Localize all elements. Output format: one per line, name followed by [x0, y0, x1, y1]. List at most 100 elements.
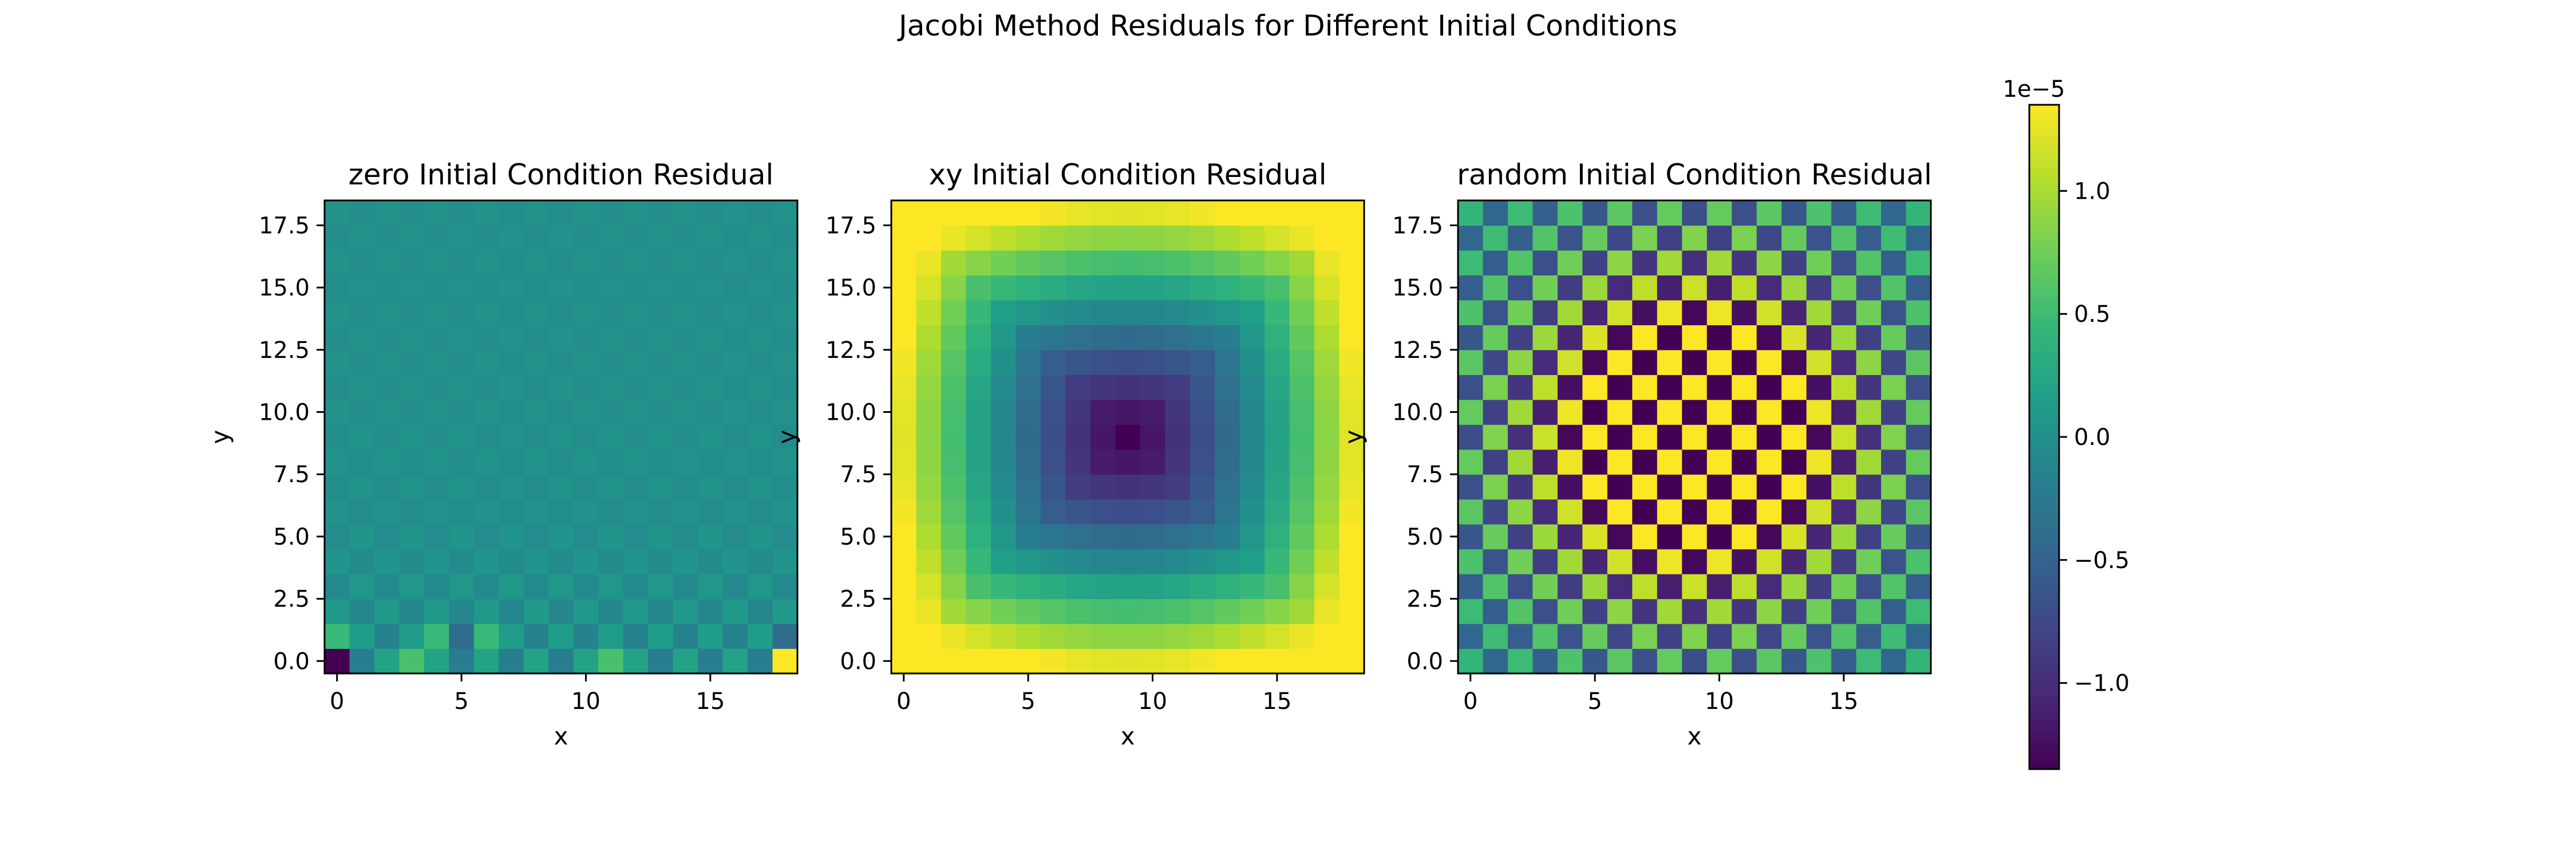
heatmap-cell [449, 200, 475, 226]
heatmap-cell [1040, 250, 1066, 276]
heatmap-cell [1607, 574, 1633, 600]
heatmap-cell [523, 399, 549, 425]
heatmap-cell [1265, 300, 1290, 325]
heatmap-cell [1140, 325, 1165, 350]
heatmap-cell [722, 549, 748, 574]
heatmap-cell [623, 325, 649, 350]
heatmap-cell [1657, 399, 1682, 425]
heatmap-cell [598, 200, 624, 226]
heatmap-cell [1756, 424, 1782, 450]
heatmap-cell [1831, 624, 1857, 649]
heatmap-cell [1483, 225, 1508, 251]
heatmap-cell [1657, 225, 1682, 251]
y-tick-label: 10.0 [259, 400, 310, 426]
heatmap-cell [1881, 624, 1907, 649]
heatmap-cell [1831, 200, 1857, 226]
heatmap-cell [772, 250, 798, 276]
heatmap-cell [1632, 624, 1658, 649]
heatmap-cell [1190, 300, 1215, 325]
heatmap-cell [1040, 598, 1066, 624]
heatmap-cell [698, 300, 724, 325]
heatmap-cell [523, 200, 549, 226]
heatmap-cell [1507, 499, 1534, 525]
heatmap-cell [499, 524, 524, 550]
heatmap-cell [1881, 225, 1907, 251]
heatmap-cell [1483, 375, 1508, 400]
heatmap-cell [1831, 325, 1857, 350]
heatmap-cell [1607, 524, 1633, 550]
heatmap-cell [748, 375, 773, 400]
heatmap-cell [748, 200, 773, 226]
heatmap-cell [1040, 275, 1066, 301]
heatmap-cell [722, 524, 748, 550]
heatmap-cell [349, 524, 375, 550]
heatmap-cell [1314, 474, 1340, 500]
heatmap-cell [1483, 474, 1508, 500]
heatmap-cell [891, 499, 917, 525]
heatmap-cell [1632, 399, 1658, 425]
axes-frame [1457, 199, 1932, 675]
heatmap-cell [1881, 499, 1907, 525]
heatmap-cell [1856, 524, 1882, 550]
heatmap-cell [1040, 325, 1066, 350]
heatmap-cell [916, 225, 942, 251]
heatmap-cell [548, 549, 574, 574]
heatmap-cell [1215, 598, 1240, 624]
heatmap-cell [1190, 474, 1215, 500]
heatmap-cell [1706, 424, 1732, 450]
heatmap-cell [722, 449, 748, 475]
heatmap-cell [1483, 200, 1508, 226]
heatmap-cell [1239, 349, 1265, 375]
heatmap-cell [1090, 648, 1116, 674]
heatmap-cell [1732, 325, 1757, 350]
heatmap-cell [1781, 598, 1807, 624]
heatmap-cell [990, 250, 1016, 276]
heatmap-cell [1090, 200, 1116, 226]
heatmap-cell [548, 225, 574, 251]
heatmap-cell [1190, 225, 1215, 251]
heatmap-cell [349, 624, 375, 649]
heatmap-cell [598, 474, 624, 500]
heatmap-cell [891, 524, 917, 550]
heatmap-cell [648, 349, 674, 375]
heatmap-cell [1190, 399, 1215, 425]
heatmap-cell [1040, 300, 1066, 325]
heatmap-cell [1682, 524, 1708, 550]
heatmap-cell [748, 325, 773, 350]
heatmap-cell [941, 648, 967, 674]
heatmap-cell [1732, 200, 1757, 226]
heatmap-cell [1140, 275, 1165, 301]
heatmap-cell [1165, 499, 1191, 525]
heatmap-cell [1881, 300, 1907, 325]
heatmap-cell [1483, 598, 1508, 624]
heatmap-cell [424, 225, 449, 251]
heatmap-cell [1532, 349, 1558, 375]
heatmap-cell [473, 300, 499, 325]
heatmap-cell [1657, 200, 1682, 226]
heatmap-cell [966, 474, 991, 500]
heatmap-cell [1190, 648, 1215, 674]
heatmap-cell [990, 349, 1016, 375]
heatmap-cell [1458, 549, 1484, 574]
y-axis-label: y [206, 430, 234, 444]
heatmap-cell [499, 300, 524, 325]
heatmap-cell [399, 574, 425, 600]
heatmap-cell [941, 499, 967, 525]
heatmap-cell [623, 648, 649, 674]
heatmap-cell [1140, 399, 1165, 425]
heatmap-cell [1483, 574, 1508, 600]
heatmap-cell [1458, 349, 1484, 375]
heatmap-cell [891, 474, 917, 500]
heatmap-cell [1265, 325, 1290, 350]
heatmap-cell [1532, 424, 1558, 450]
heatmap-cell [1040, 524, 1066, 550]
heatmap-cell [1906, 200, 1931, 226]
heatmap-cell [1532, 598, 1558, 624]
heatmap-cell [772, 474, 798, 500]
y-tick-label: 2.5 [840, 586, 876, 613]
panel-title: zero Initial Condition Residual [349, 158, 774, 191]
heatmap-cell [523, 524, 549, 550]
heatmap-cell [623, 225, 649, 251]
heatmap-cell [1881, 200, 1907, 226]
heatmap-cell [673, 549, 698, 574]
